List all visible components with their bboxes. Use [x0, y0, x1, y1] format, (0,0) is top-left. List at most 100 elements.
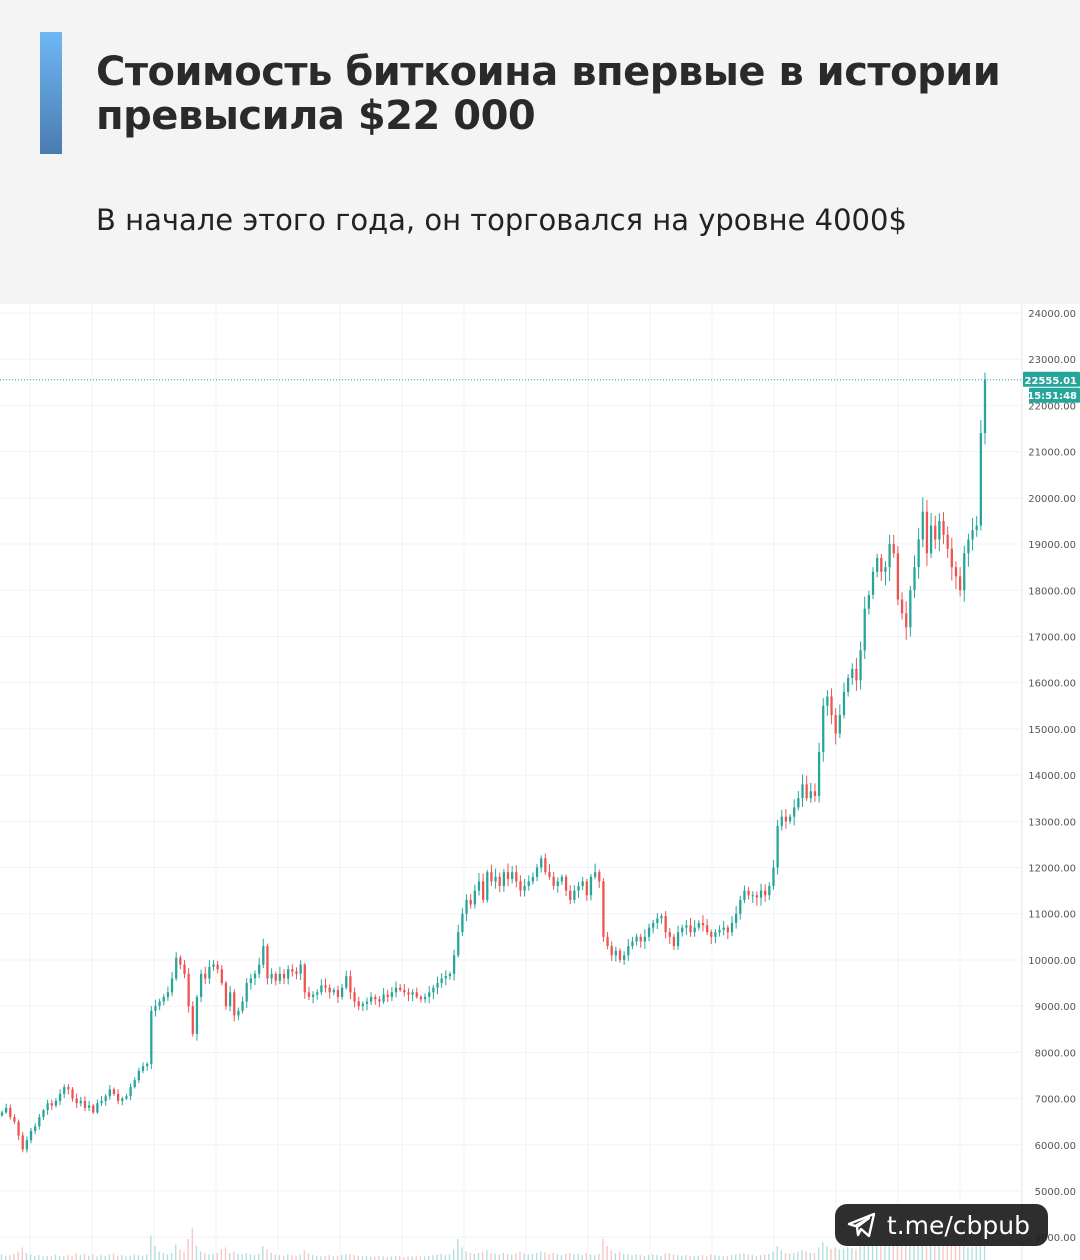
- volume-bar: [958, 1242, 961, 1260]
- candle-body: [676, 932, 680, 947]
- candle-body: [569, 890, 572, 900]
- volume-bar: [21, 1247, 23, 1260]
- candle-body: [357, 1001, 360, 1007]
- candle-body: [307, 992, 311, 997]
- y-tick-label: 7000.00: [1035, 1095, 1076, 1106]
- y-tick-label: 23000.00: [1028, 355, 1076, 366]
- volume-bar: [108, 1254, 111, 1260]
- candle-body: [419, 996, 423, 1000]
- volume-bar: [29, 1254, 32, 1260]
- candle-body: [714, 932, 717, 937]
- candle-body: [759, 890, 763, 898]
- volume-bar: [42, 1256, 44, 1260]
- candle-body: [863, 608, 866, 651]
- volume-bar: [676, 1255, 679, 1260]
- volume-bar: [954, 1245, 957, 1260]
- candle-body: [87, 1105, 91, 1108]
- candle-body: [917, 539, 920, 568]
- candle-body: [378, 999, 381, 1002]
- candle-body: [855, 668, 858, 681]
- candle-body: [938, 520, 941, 540]
- volume-bar: [710, 1254, 712, 1260]
- candle-body: [162, 996, 165, 1002]
- volume-bar: [399, 1256, 401, 1260]
- chart-svg[interactable]: 24000.00 23000.00 22000.00 21000.00 20000.00…: [0, 304, 1080, 1260]
- y-tick-label: 24000.00: [1028, 309, 1076, 320]
- volume-bar: [440, 1253, 442, 1260]
- candle-body: [204, 973, 207, 979]
- volume-bar: [564, 1253, 567, 1260]
- candle-body: [228, 992, 232, 1007]
- volume-bar: [855, 1249, 857, 1260]
- candle-body: [253, 973, 257, 979]
- volume-bar: [112, 1253, 115, 1260]
- volume-bar: [187, 1239, 189, 1260]
- price-axis[interactable]: 24000.00 23000.00 22000.00 21000.00 20000.00…: [1021, 304, 1076, 1260]
- volume-bar: [900, 1240, 903, 1260]
- y-tick-label: 11000.00: [1028, 910, 1076, 921]
- volume-bar: [150, 1235, 152, 1260]
- volume-bar: [179, 1249, 181, 1260]
- candle-body: [826, 696, 829, 706]
- candle-body: [913, 567, 916, 591]
- candle-body: [635, 936, 638, 942]
- candle-body: [846, 678, 850, 692]
- candle-body: [469, 899, 472, 905]
- candle-body: [776, 825, 779, 868]
- volume-layer: [0, 1225, 986, 1260]
- volume-bar: [548, 1253, 550, 1260]
- volume-bar: [846, 1247, 849, 1260]
- y-tick-label: 5000.00: [1035, 1187, 1076, 1198]
- volume-bar: [291, 1255, 293, 1260]
- volume-bar: [979, 1232, 982, 1260]
- last-price-marker: 22555.01 15:51:48: [0, 371, 1080, 403]
- volume-bar: [631, 1255, 633, 1260]
- candle-body: [946, 534, 949, 549]
- candle-body: [876, 557, 879, 572]
- candle-body: [75, 1098, 78, 1104]
- candle-body: [701, 922, 705, 926]
- telegram-badge[interactable]: t.me/cbpub: [834, 1204, 1048, 1246]
- volume-bar: [353, 1255, 355, 1260]
- volume-bar: [212, 1253, 214, 1260]
- volume-bar: [734, 1254, 737, 1260]
- volume-bar: [121, 1255, 123, 1260]
- volume-bar: [0, 1254, 3, 1260]
- candle-body: [386, 994, 389, 997]
- volume-bar: [946, 1243, 948, 1260]
- volume-bar: [444, 1255, 447, 1260]
- candle-body: [452, 955, 456, 974]
- volume-bar: [233, 1251, 235, 1260]
- candle-body: [577, 886, 580, 891]
- candle-body: [780, 816, 783, 826]
- volume-bar: [751, 1255, 753, 1260]
- candle-body: [108, 1089, 111, 1097]
- candle-body: [199, 973, 203, 997]
- volume-bar: [83, 1253, 86, 1260]
- volume-bar: [801, 1250, 803, 1260]
- price-chart[interactable]: 24000.00 23000.00 22000.00 21000.00 20000.00…: [0, 304, 1080, 1260]
- volume-bar: [100, 1255, 102, 1260]
- candle-body: [170, 978, 174, 993]
- candle-body: [403, 989, 406, 993]
- candle-body: [726, 927, 729, 933]
- candle-body: [593, 872, 597, 877]
- volume-bar: [457, 1239, 459, 1260]
- candle-body: [370, 996, 373, 1002]
- volume-bar: [336, 1255, 339, 1260]
- volume-bar: [909, 1242, 911, 1260]
- volume-bar: [577, 1253, 579, 1260]
- candle-body: [477, 881, 481, 891]
- volume-bar: [817, 1247, 820, 1260]
- volume-bar: [652, 1254, 654, 1260]
- volume-bar: [540, 1251, 542, 1260]
- candle-body: [399, 987, 402, 990]
- candle-body: [432, 987, 435, 993]
- volume-bar: [871, 1246, 874, 1260]
- candle-body: [175, 957, 178, 979]
- candle-body: [291, 969, 294, 972]
- candle-body: [755, 895, 759, 898]
- candle-body: [112, 1089, 116, 1094]
- volume-bar: [544, 1252, 546, 1260]
- candle-body: [950, 548, 953, 568]
